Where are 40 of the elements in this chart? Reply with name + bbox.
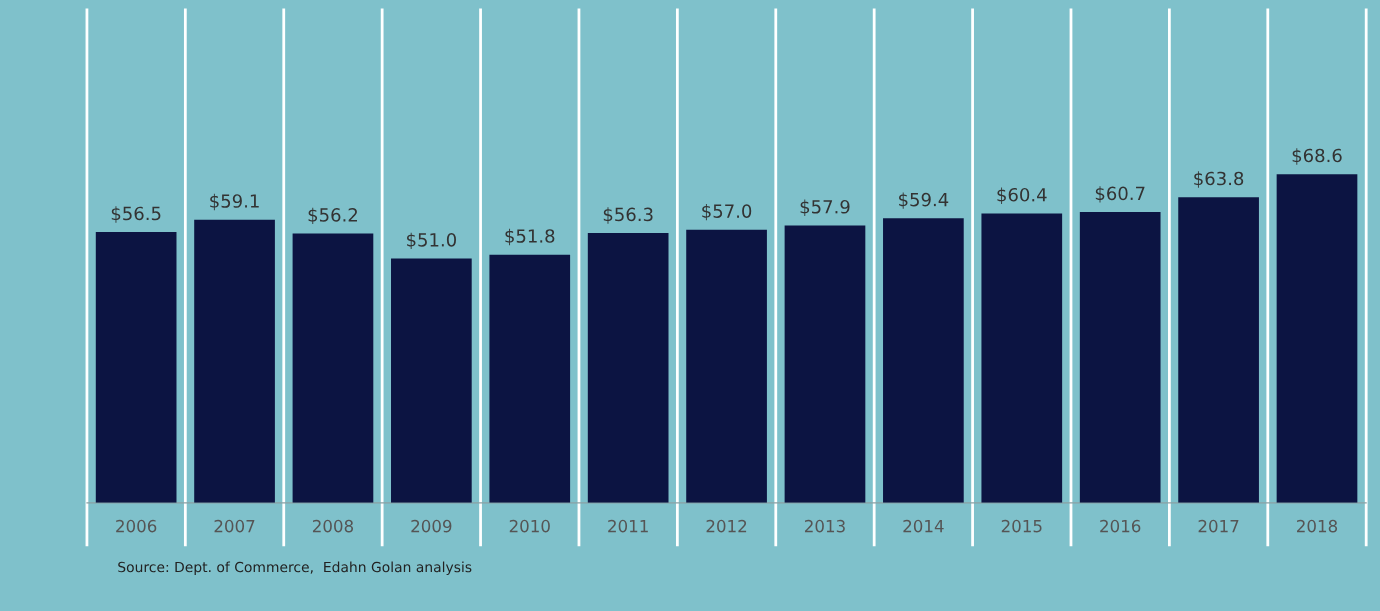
x-tick-label: 2006 <box>116 519 157 533</box>
data-label: $60.7 <box>1095 186 1145 203</box>
x-tick-label: 2017 <box>1198 519 1239 533</box>
bar <box>1079 211 1161 503</box>
x-tick-label: 2018 <box>1297 519 1338 533</box>
data-label: $68.6 <box>1292 148 1342 165</box>
bar <box>981 213 1063 503</box>
data-label: $60.4 <box>997 187 1047 204</box>
x-tick-label: 2015 <box>1001 519 1042 533</box>
data-label: $51.0 <box>407 232 456 250</box>
x-tick-label: 2009 <box>411 519 452 533</box>
data-label: $57.0 <box>702 203 752 221</box>
bar <box>489 254 571 503</box>
x-tick-label: 2011 <box>608 519 648 533</box>
x-tick-label: 2013 <box>804 519 845 533</box>
data-label: $59.4 <box>899 192 949 209</box>
data-label: $56.5 <box>111 206 161 223</box>
bar <box>1178 197 1259 503</box>
x-tick-label: 2014 <box>903 519 944 533</box>
data-label: $59.1 <box>210 193 259 211</box>
x-tick-label: 2016 <box>1100 519 1141 533</box>
x-tick-label: 2007 <box>214 519 255 533</box>
bar <box>194 219 275 503</box>
data-label: $56.2 <box>308 207 357 225</box>
bar <box>95 232 177 503</box>
bar <box>391 258 472 503</box>
x-tick-label: 2012 <box>706 519 747 533</box>
bar <box>784 225 866 503</box>
bar <box>883 218 964 503</box>
bar <box>292 233 374 503</box>
bar <box>587 233 669 503</box>
data-label: $63.8 <box>1194 171 1244 188</box>
data-label: $51.8 <box>505 228 555 246</box>
x-tick-label: 2010 <box>509 519 550 533</box>
source-note: Source: Dept. of Commerce, Edahn Golan analysis <box>118 561 472 575</box>
data-label: $56.3 <box>603 207 653 224</box>
bar <box>686 229 767 503</box>
x-tick-label: 2008 <box>312 519 354 533</box>
bar <box>1276 174 1358 503</box>
data-label: $57.9 <box>800 199 850 216</box>
